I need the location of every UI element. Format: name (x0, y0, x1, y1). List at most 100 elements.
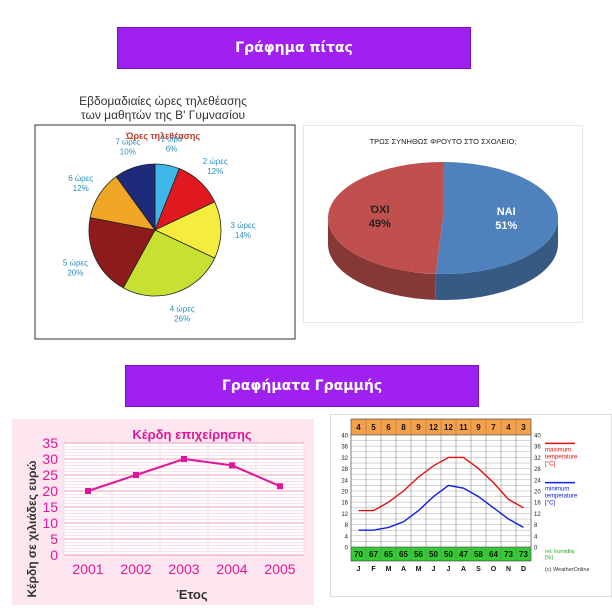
pie1-slice-percent: 14% (235, 231, 251, 240)
climate-month-label: N (506, 566, 511, 573)
climate-ytick-left: 12 (341, 512, 348, 518)
climate-month-label: A (401, 566, 406, 573)
tv-hours-pie-chart: Εβδομαδιαίες ώρες τηλεθέασης των μαθητών… (34, 94, 296, 340)
pie1-subtitle: των μαθητών της Β' Γυμνασίου (81, 108, 245, 122)
pie2-slice-side (435, 218, 558, 300)
pie1-title: Εβδομαδιαίες ώρες τηλεθέασης (79, 94, 247, 108)
climate-ytick-right: 40 (534, 434, 541, 440)
climate-chart-panel: 0 0 4 4 8 8 12 12 16 16 20 20 24 24 28 28 32 32 36 36 40 40 4 5… (330, 414, 612, 597)
line1-xtick-label: 2001 (72, 561, 103, 577)
pie2-slice-side (328, 218, 436, 300)
climate-top-value: 7 (491, 423, 496, 432)
climate-ytick-right: 20 (534, 490, 541, 496)
climate-top-value: 9 (416, 423, 421, 432)
pie1-slice-label: 4 ώρες (170, 305, 195, 314)
climate-ytick-left: 0 (345, 546, 349, 552)
pie1-slice-label: 3 ώρες (231, 221, 256, 230)
climate-ytick-right: 28 (534, 467, 541, 473)
climate-ytick-right: 0 (534, 546, 538, 552)
climate-top-value: 9 (476, 423, 481, 432)
climate-ytick-right: 16 (534, 501, 541, 507)
climate-ytick-right: 24 (534, 478, 541, 484)
climate-bottom-value: 50 (444, 550, 453, 559)
line1-ytick-label: 30 (42, 451, 58, 467)
pie1-slice (115, 163, 156, 232)
climate-bottom-value: 56 (414, 550, 423, 559)
pie-chart-banner: Γράφημα πίτας (117, 27, 471, 69)
pie2-slice (328, 162, 443, 274)
pie1-legend-title: Ώρες τηλεθέασης (125, 131, 200, 141)
climate-month-label: D (521, 566, 526, 573)
climate-top-value: 4 (356, 423, 361, 432)
climate-month-label: A (461, 566, 466, 573)
pie1-slice-label: 7 ώρες (115, 137, 140, 146)
climate-bottom-value: 58 (474, 550, 483, 559)
climate-ytick-left: 4 (345, 534, 349, 540)
climate-month-label: J (447, 566, 451, 573)
line1-point (229, 462, 235, 469)
climate-min-temp-line (358, 484, 524, 531)
line1-title: Κέρδη επιχείρησης (132, 427, 252, 442)
line1-ytick-label: 35 (42, 435, 58, 451)
profit-line-panel: Κέρδη επιχείρησης Κέρδη σε χιλιάδες ευρώ… (12, 419, 314, 605)
climate-legend-label: temperature (545, 454, 578, 460)
climate-month-label: O (491, 566, 497, 573)
line1-ytick-label: 0 (50, 547, 58, 563)
pie2-title: ΤΡΩΣ ΣΥΝΗΘΩΣ ΦΡΟΥΤΟ ΣΤΟ ΣΧΟΛΕΙΟ; (370, 137, 517, 146)
climate-ytick-right: 4 (534, 534, 538, 540)
climate-legend-humidity: rel. humidity (545, 549, 575, 555)
line1-point (181, 456, 187, 462)
pie1-slice-percent: 10% (120, 147, 136, 156)
line1-xtick-label: 2002 (120, 561, 151, 577)
climate-month-label: S (476, 566, 481, 573)
climate-legend-label: [°C] (545, 461, 555, 467)
climate-ytick-left: 32 (341, 456, 348, 462)
climate-bottom-value: 64 (489, 550, 498, 559)
climate-ytick-left: 24 (341, 478, 348, 484)
fruit-pie-chart: ΤΡΩΣ ΣΥΝΗΘΩΣ ΦΡΟΥΤΟ ΣΤΟ ΣΧΟΛΕΙΟ; ΌΧΙ 49% Ν… (328, 137, 559, 300)
climate-month-label: J (357, 566, 361, 573)
climate-top-value: 8 (401, 423, 406, 432)
climate-month-label: F (371, 566, 376, 573)
climate-top-value: 12 (429, 423, 438, 432)
climate-month-label: J (432, 566, 436, 573)
climate-ytick-right: 36 (534, 445, 541, 451)
climate-ytick-left: 8 (345, 523, 349, 529)
pie1-slice (154, 201, 222, 259)
climate-bottom-value: 50 (429, 550, 438, 559)
climate-month-label: M (416, 566, 422, 573)
climate-top-value: 11 (459, 423, 468, 432)
pie1-slice-percent: 26% (174, 315, 190, 324)
line1-xtick-label: 2003 (168, 561, 199, 577)
pie2-slice-label: ΝΑΙ (497, 206, 516, 218)
climate-ytick-right: 32 (534, 456, 541, 462)
climate-ytick-right: 8 (534, 523, 538, 529)
line-chart-banner: Γραφήματα Γραμμής (125, 365, 479, 407)
climate-bottom-value: 73 (504, 550, 513, 559)
climate-legend-label: temperature (545, 494, 578, 500)
line1-point (277, 483, 283, 490)
climate-legend-humidity-unit: [%] (545, 555, 553, 561)
climate-legend-label: [°C] (545, 501, 555, 507)
pie2-slice-percent: 49% (369, 218, 391, 230)
climate-month-label: M (386, 566, 392, 573)
climate-credit: (c) WeatherOnline (545, 567, 590, 573)
line1-point (133, 472, 139, 478)
profit-line-chart: Κέρδη επιχείρησης Κέρδη σε χιλιάδες ευρώ… (25, 427, 305, 602)
line1-ylabel: Κέρδη σε χιλιάδες ευρώ (25, 460, 39, 597)
line1-ytick-label: 5 (50, 531, 58, 547)
pie1-slice-percent: 12% (73, 184, 89, 193)
tv-hours-pie-panel: Εβδομαδιαίες ώρες τηλεθέασης των μαθητών… (25, 85, 302, 344)
line1-ytick-label: 20 (42, 483, 58, 499)
pie1-slice-label: 6 ώρες (68, 174, 93, 183)
line1-ytick-label: 10 (42, 515, 58, 531)
climate-bottom-value: 67 (369, 550, 378, 559)
pie2-slice-percent: 51% (495, 220, 517, 232)
pie1-slice-percent: 20% (67, 268, 83, 277)
climate-ytick-left: 16 (341, 501, 348, 507)
climate-ytick-left: 40 (341, 434, 348, 440)
climate-bottom-value: 73 (519, 550, 528, 559)
pie2-slice (435, 162, 559, 274)
line1-ytick-label: 25 (42, 467, 58, 483)
